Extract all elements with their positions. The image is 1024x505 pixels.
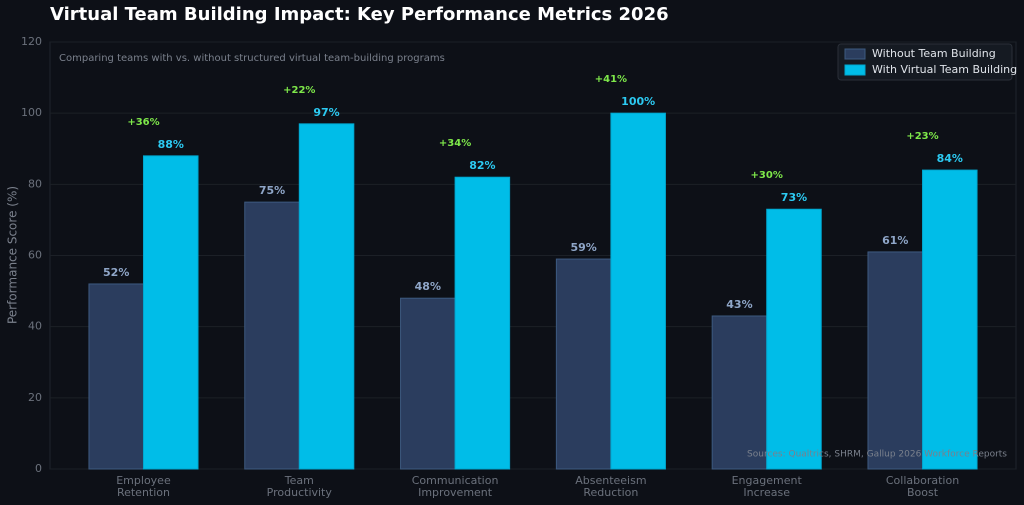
x-tick-label: Engagement Increase bbox=[732, 474, 803, 499]
value-label: 61% bbox=[882, 234, 908, 247]
bar bbox=[244, 201, 300, 470]
x-tick-label: Communication Improvement bbox=[412, 474, 499, 499]
value-label: 52% bbox=[103, 266, 129, 279]
x-tick-label: Absenteeism Reduction bbox=[575, 474, 646, 499]
bar bbox=[922, 169, 978, 470]
y-tick-label: 40 bbox=[28, 320, 42, 333]
legend: Without Team Building With Virtual Team B… bbox=[837, 43, 1017, 81]
value-label: 88% bbox=[158, 138, 184, 151]
legend-box bbox=[837, 43, 1013, 81]
y-tick-label: 120 bbox=[21, 35, 42, 48]
value-label: 82% bbox=[469, 159, 495, 172]
value-label: 75% bbox=[259, 184, 285, 197]
difference-label: +23% bbox=[906, 131, 938, 142]
bar bbox=[610, 112, 666, 470]
y-tick-label: 80 bbox=[28, 177, 42, 190]
legend-label: Without Team Building bbox=[872, 47, 996, 60]
bar bbox=[555, 258, 612, 470]
value-label: 84% bbox=[937, 152, 963, 165]
bar bbox=[142, 155, 199, 470]
value-label: 59% bbox=[570, 241, 596, 254]
y-tick-label: 60 bbox=[28, 249, 42, 262]
x-tick-label: Employee Retention bbox=[116, 474, 171, 499]
source-note: Sources: Qualtrics, SHRM, Gallup 2026 Wo… bbox=[747, 450, 1007, 460]
bar bbox=[454, 176, 511, 470]
value-label: 73% bbox=[781, 191, 807, 204]
value-label: 100% bbox=[621, 95, 655, 108]
difference-label: +22% bbox=[283, 85, 315, 96]
x-tick-label: Team Productivity bbox=[267, 474, 333, 499]
difference-label: +41% bbox=[595, 74, 627, 85]
y-tick-label: 0 bbox=[35, 462, 42, 475]
y-tick-label: 100 bbox=[21, 106, 42, 119]
x-tick-label: Collaboration Boost bbox=[886, 474, 959, 499]
difference-label: +34% bbox=[439, 138, 471, 149]
bar bbox=[711, 315, 768, 470]
bar bbox=[88, 283, 144, 470]
legend-swatch bbox=[844, 64, 866, 76]
difference-label: +36% bbox=[127, 117, 159, 128]
bar bbox=[298, 123, 355, 470]
bar bbox=[867, 251, 924, 470]
value-label: 97% bbox=[313, 106, 339, 119]
value-label: 43% bbox=[726, 298, 752, 311]
difference-label: +30% bbox=[751, 170, 783, 181]
value-label: 48% bbox=[415, 280, 441, 293]
y-axis-label: Performance Score (%) bbox=[6, 186, 20, 324]
bar bbox=[766, 208, 822, 470]
bar bbox=[400, 297, 456, 470]
y-tick-label: 20 bbox=[28, 391, 42, 404]
chart-title: Virtual Team Building Impact: Key Perfor… bbox=[50, 4, 669, 25]
legend-swatch bbox=[844, 48, 866, 60]
subtitle: Comparing teams with vs. without structu… bbox=[59, 53, 445, 64]
legend-label: With Virtual Team Building bbox=[872, 63, 1017, 76]
